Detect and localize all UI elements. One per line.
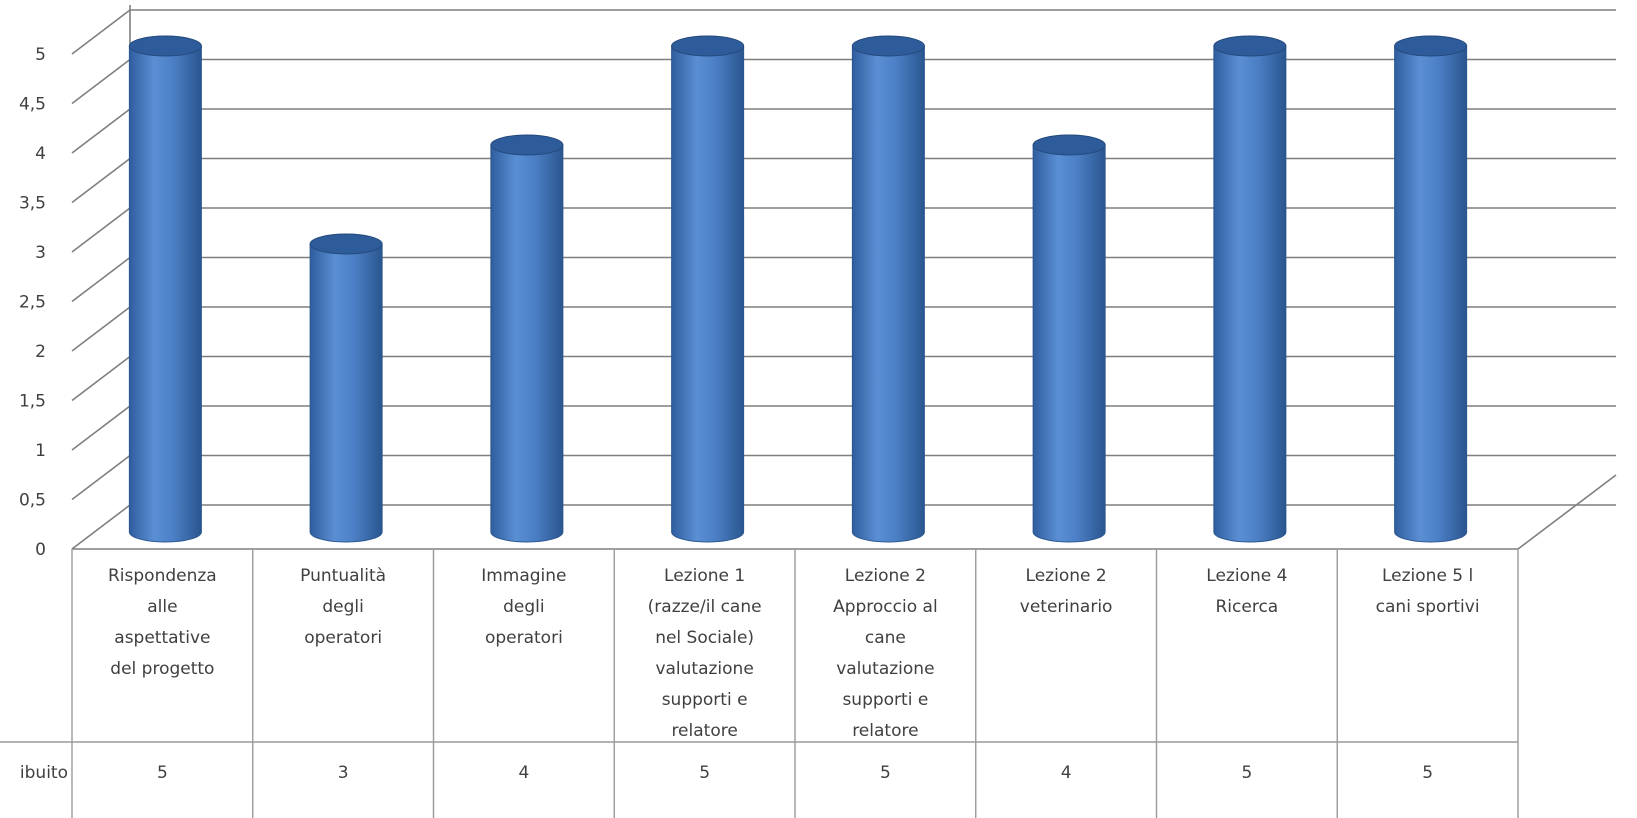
category-label: Immagine degli operatori — [481, 566, 566, 648]
bar-top — [1032, 134, 1106, 156]
bar — [309, 233, 383, 543]
y-tick-label: 3,5 — [19, 194, 46, 214]
bar-top — [309, 233, 383, 255]
data-table-value: 4 — [518, 763, 529, 783]
category-label: Lezione 2 Approccio al cane valutazione supp… — [833, 566, 938, 741]
gridline — [71, 58, 1616, 105]
y-tick-label: 1 — [35, 441, 46, 461]
gridline — [71, 504, 1616, 550]
bar-top — [128, 35, 202, 57]
data-table-value: 5 — [699, 763, 710, 783]
bar-body — [851, 45, 925, 543]
bar — [851, 35, 925, 543]
gridline — [71, 405, 1616, 451]
data-table: Rispondenza alle aspettative del progetto 5 P… — [0, 549, 1519, 818]
bar — [1213, 35, 1287, 543]
bar-top — [1213, 35, 1287, 57]
chart-bars — [128, 35, 1468, 543]
series-name-label: ibuito — [20, 763, 68, 783]
bar-body — [309, 243, 383, 543]
gridline — [71, 207, 1616, 253]
bar-top — [490, 134, 564, 156]
bar — [128, 35, 202, 543]
bar — [490, 134, 564, 543]
gridline — [71, 256, 1616, 303]
y-tick-label: 2 — [35, 342, 46, 362]
y-tick-label: 2,5 — [19, 293, 46, 313]
chart-gridlines — [71, 5, 1617, 550]
gridline — [71, 9, 1616, 55]
gridline — [71, 157, 1616, 204]
y-tick-label: 5 — [35, 45, 46, 65]
bar — [1394, 35, 1468, 543]
bar-body — [128, 45, 202, 543]
gridline — [71, 108, 1616, 154]
y-tick-label: 4 — [35, 144, 46, 164]
data-table-value: 5 — [880, 763, 891, 783]
bar-body — [671, 45, 745, 543]
bar-top — [1394, 35, 1468, 57]
y-tick-label: 0,5 — [19, 491, 46, 511]
bar-top — [671, 35, 745, 57]
gridline — [71, 306, 1616, 352]
data-table-value: 3 — [338, 763, 349, 783]
category-label: Rispondenza alle aspettative del progetto — [108, 566, 217, 679]
data-table-value: 5 — [1422, 763, 1433, 783]
y-tick-label: 0 — [35, 540, 46, 560]
y-tick-label: 3 — [35, 243, 46, 263]
category-label: Lezione 4 Ricerca — [1206, 566, 1287, 617]
data-table-value: 5 — [1241, 763, 1252, 783]
y-tick-label: 1,5 — [19, 392, 46, 412]
data-table-value: 4 — [1061, 763, 1072, 783]
bar-body — [1032, 144, 1106, 543]
bar-top — [851, 35, 925, 57]
bar-body — [490, 144, 564, 543]
floor-right-edge — [1517, 474, 1617, 550]
bar — [1032, 134, 1106, 543]
gridline — [71, 355, 1616, 402]
y-tick-label: 4,5 — [19, 95, 46, 115]
y-axis-ticks: 0 0,5 1 1,5 2 2,5 3 3,5 4 4,5 5 — [19, 45, 46, 560]
bar — [671, 35, 745, 543]
category-label: Puntualità degli operatori — [300, 566, 386, 648]
category-label: Lezione 2 veterinario — [1020, 566, 1113, 617]
category-label: Lezione 5 l cani sportivi — [1376, 566, 1480, 617]
gridline — [71, 454, 1616, 501]
data-table-value: 5 — [157, 763, 168, 783]
bar-body — [1213, 45, 1287, 543]
category-label: Lezione 1 (razze/il cane nel Sociale) valut… — [648, 566, 762, 741]
bar-body — [1394, 45, 1468, 543]
